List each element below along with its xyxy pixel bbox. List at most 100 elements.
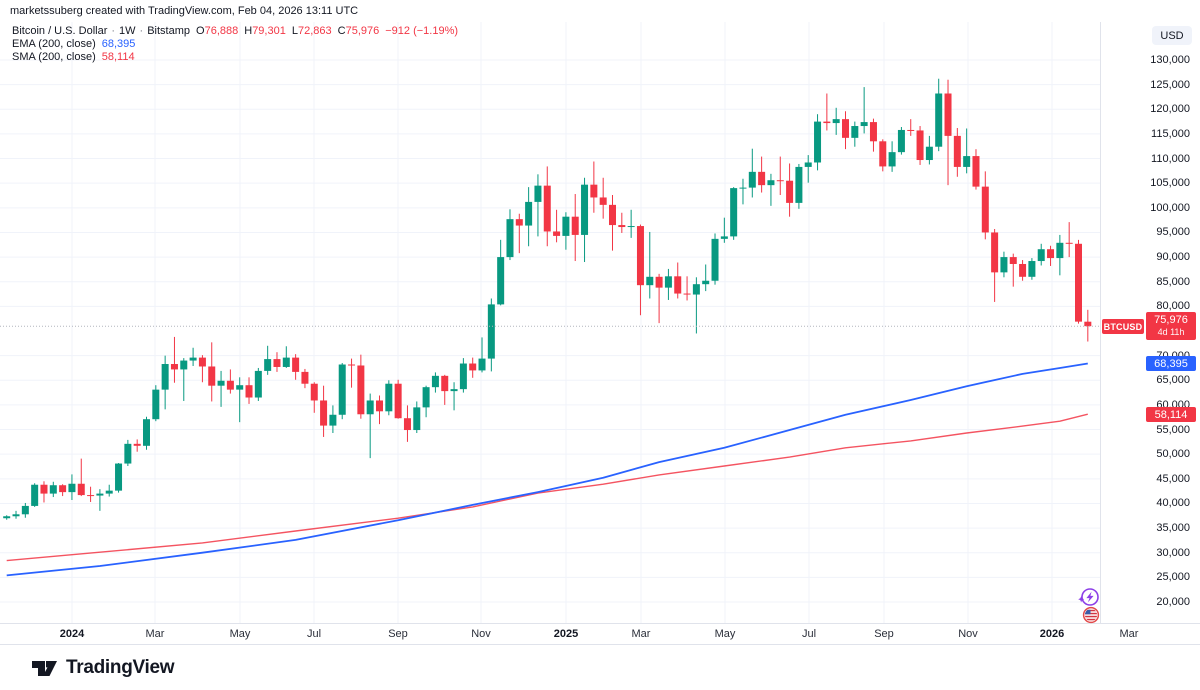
time-axis[interactable]: 2024 Mar May Jul Sep Nov 2025 Mar May Jul Sep Nov 20… bbox=[0, 624, 1200, 644]
candle bbox=[1056, 234, 1064, 276]
legend: Bitcoin / U.S. Dollar · 1W · Bitstamp O76,88… bbox=[12, 25, 458, 64]
event-marker-us-flag-icon[interactable] bbox=[1081, 605, 1101, 625]
ema-line[interactable] bbox=[6, 362, 1088, 577]
price-tick-label: 105,000 bbox=[1150, 177, 1190, 190]
candle bbox=[925, 135, 933, 165]
tradingview-logo-link[interactable]: TradingView bbox=[30, 656, 175, 679]
candle bbox=[198, 355, 206, 383]
price-tick-label: 80,000 bbox=[1156, 300, 1190, 313]
price-tick-label: 25,000 bbox=[1156, 571, 1190, 584]
event-marker-lightning-icon[interactable] bbox=[1078, 586, 1101, 608]
time-tick-label: 2025 bbox=[553, 628, 579, 640]
legend-symbol-row[interactable]: Bitcoin / U.S. Dollar · 1W · Bitstamp O76,88… bbox=[12, 25, 458, 38]
candle bbox=[282, 346, 290, 368]
candle bbox=[1009, 253, 1017, 287]
candle bbox=[469, 357, 477, 378]
candle bbox=[534, 174, 542, 237]
candle bbox=[842, 111, 849, 150]
candle bbox=[860, 87, 868, 134]
candle bbox=[636, 224, 644, 316]
candle bbox=[403, 405, 411, 442]
candle bbox=[357, 354, 365, 419]
ohlc-high: H79,301 bbox=[244, 25, 286, 37]
candle bbox=[646, 231, 654, 299]
candle bbox=[49, 481, 57, 498]
time-tick-label: Sep bbox=[388, 628, 408, 640]
candle bbox=[748, 148, 756, 198]
candle bbox=[879, 139, 887, 172]
candle bbox=[1037, 243, 1045, 266]
candle bbox=[525, 187, 533, 247]
candle bbox=[981, 171, 989, 240]
candles-layer bbox=[3, 78, 1092, 520]
candle bbox=[329, 405, 337, 433]
candle bbox=[68, 474, 76, 501]
legend-ema-row[interactable]: EMA (200, close) 68,395 bbox=[12, 38, 458, 51]
candle bbox=[422, 385, 430, 418]
candle bbox=[376, 395, 383, 425]
candle bbox=[170, 336, 178, 383]
candle bbox=[413, 401, 421, 433]
sma-price-badge: 58,114 bbox=[1146, 407, 1196, 422]
candle bbox=[823, 93, 831, 131]
candle bbox=[851, 121, 859, 147]
price-tick-label: 110,000 bbox=[1151, 152, 1190, 165]
candle bbox=[683, 276, 691, 301]
candle bbox=[609, 195, 616, 251]
candle bbox=[87, 486, 95, 502]
sma-value: 58,114 bbox=[101, 51, 135, 63]
candle bbox=[133, 439, 141, 452]
candle bbox=[1000, 251, 1008, 278]
candle bbox=[254, 367, 262, 401]
candle bbox=[264, 345, 272, 375]
candle bbox=[487, 298, 495, 372]
candle bbox=[776, 156, 784, 196]
candle bbox=[674, 262, 682, 299]
candle bbox=[916, 126, 924, 165]
price-tick-label: 40,000 bbox=[1156, 497, 1190, 510]
symbol-title: Bitcoin / U.S. Dollar bbox=[12, 25, 108, 37]
candle bbox=[12, 510, 20, 519]
candle bbox=[506, 209, 514, 261]
brand-name: TradingView bbox=[66, 656, 175, 678]
candle bbox=[3, 515, 11, 520]
sma-line[interactable] bbox=[6, 413, 1088, 562]
candle bbox=[720, 217, 728, 243]
candle bbox=[21, 502, 29, 518]
candle bbox=[618, 212, 626, 233]
time-tick-label: May bbox=[229, 628, 251, 640]
separator-dot: · bbox=[139, 25, 144, 37]
candle bbox=[31, 483, 39, 507]
price-tick-label: 20,000 bbox=[1156, 596, 1190, 608]
candle bbox=[40, 481, 48, 503]
candle bbox=[105, 484, 113, 497]
time-tick-label: Nov bbox=[958, 628, 978, 640]
candle bbox=[562, 212, 570, 250]
price-axis[interactable]: 130,000 125,000 120,000 115,000 110,000 105,0… bbox=[1100, 22, 1200, 623]
candle bbox=[310, 382, 318, 413]
candle bbox=[115, 463, 123, 493]
candle bbox=[292, 354, 300, 380]
candle bbox=[394, 379, 402, 419]
candle bbox=[739, 178, 747, 205]
time-tick-label: 2026 bbox=[1039, 628, 1065, 640]
candle bbox=[553, 209, 561, 243]
candle bbox=[236, 377, 244, 423]
candle bbox=[692, 277, 700, 334]
legend-sma-row[interactable]: SMA (200, close) 58,114 bbox=[12, 51, 458, 64]
candle bbox=[152, 385, 160, 422]
candle bbox=[338, 363, 346, 420]
symbol-interval: 1W bbox=[119, 25, 136, 37]
candle bbox=[543, 166, 551, 247]
candle bbox=[348, 358, 356, 388]
candle bbox=[59, 484, 67, 497]
currency-toggle-button[interactable]: USD bbox=[1152, 26, 1192, 45]
sma-label: SMA (200, close) bbox=[12, 51, 96, 63]
candle bbox=[1047, 245, 1055, 266]
candle bbox=[991, 229, 999, 302]
price-tick-label: 50,000 bbox=[1156, 448, 1190, 461]
price-tick-label: 35,000 bbox=[1156, 522, 1190, 535]
ohlc-low: L72,863 bbox=[291, 25, 332, 37]
